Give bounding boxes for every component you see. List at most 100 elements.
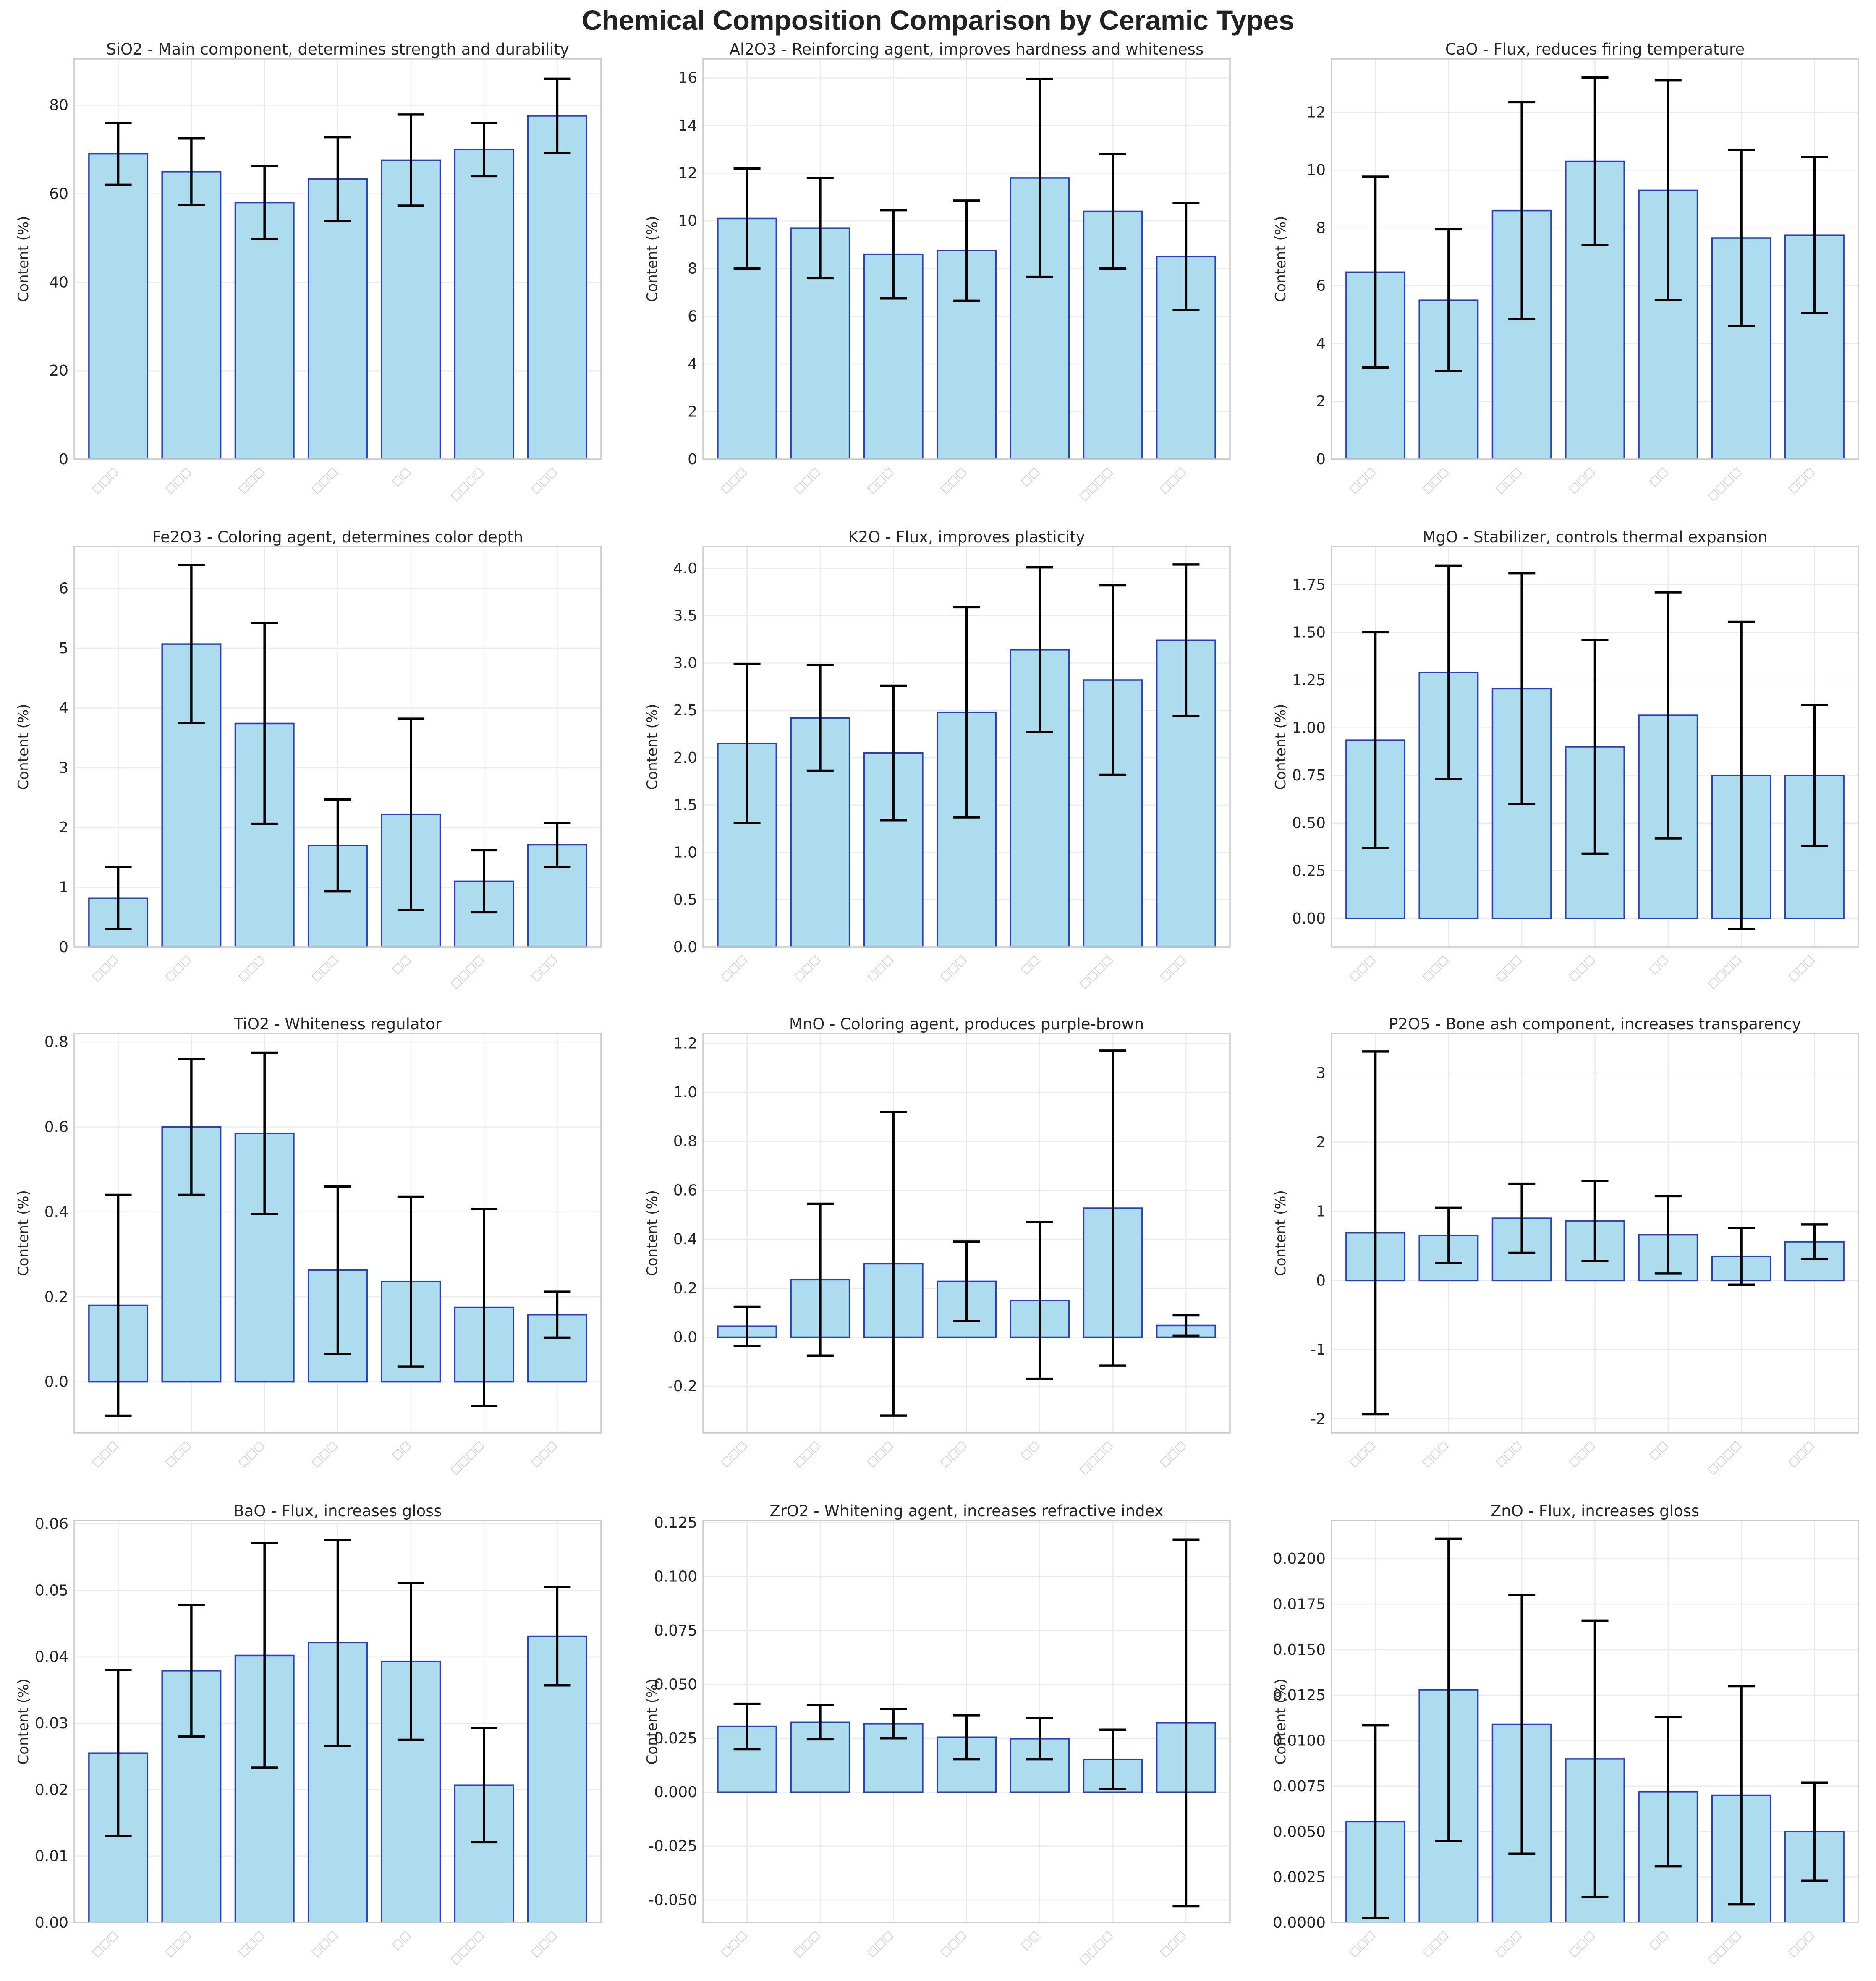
x-tick-label: □□□: [718, 1439, 749, 1469]
error-bar: [1508, 101, 1536, 320]
error-bar: [471, 849, 498, 914]
x-tick-label: □□: [390, 1929, 413, 1952]
x-tick-label: □□□: [1566, 465, 1597, 496]
y-tick-label: 0: [688, 451, 697, 468]
x-tick-label: □□□□: [1077, 1439, 1115, 1477]
bar: [88, 153, 149, 460]
error-bar: [1581, 76, 1609, 247]
x-tick-label: □□□: [792, 953, 822, 984]
error-bar: [1508, 1594, 1536, 1855]
panel-title: SiO2 - Main component, determines streng…: [106, 40, 569, 58]
x-tick-label: □□□: [1786, 1929, 1816, 1959]
x-tick-label: □□□: [529, 1929, 559, 1959]
x-tick-label: □□□: [1420, 1929, 1451, 1959]
error-bar: [1099, 584, 1127, 776]
error-bar: [733, 1305, 761, 1347]
x-tick-label: □□: [1018, 1929, 1042, 1952]
panel-title: TiO2 - Whiteness regulator: [233, 1015, 442, 1033]
error-bar: [806, 1704, 834, 1741]
panel-title: MgO - Stabilizer, controls thermal expan…: [1423, 528, 1768, 546]
y-tick-label: 1.50: [1292, 624, 1326, 641]
y-tick-label: 3: [59, 759, 68, 777]
panel-title: Fe2O3 - Coloring agent, determines color…: [152, 528, 523, 546]
x-tick-label: □□□□: [1705, 953, 1743, 991]
x-tick-label: □□□: [718, 953, 749, 984]
bar: [454, 149, 514, 460]
x-tick-label: □□□□: [448, 953, 486, 991]
error-bar: [806, 664, 834, 772]
error-bar: [1654, 79, 1682, 301]
y-tick-label: 10: [1306, 162, 1326, 179]
y-tick-label: -0.050: [649, 1892, 697, 1909]
error-bar: [953, 1240, 980, 1322]
x-tick-label: □□□: [1420, 953, 1451, 984]
x-tick-label: □□□: [163, 465, 194, 496]
x-tick-label: □□□: [529, 1439, 559, 1469]
error-bar: [1581, 1180, 1609, 1263]
x-tick-label: □□□: [1786, 465, 1816, 496]
y-tick-label: 14: [678, 117, 697, 134]
y-tick-label: 0.03: [35, 1715, 68, 1732]
error-bar: [1654, 1716, 1682, 1868]
error-bar: [1099, 153, 1127, 270]
x-tick-label: □□□□: [1077, 953, 1115, 991]
error-bar: [1728, 1227, 1755, 1286]
y-tick-label: 4.0: [673, 560, 697, 577]
error-bar: [1026, 78, 1053, 278]
y-tick-label: 2.5: [673, 702, 697, 719]
chart-panel-7: 0.00.20.40.60.8□□□ □□□ □□□ □□□ □□ □□□□ □□□TiO2…: [15, 1015, 602, 1476]
y-tick-label: 0.0025: [1273, 1869, 1326, 1886]
error-bar: [1801, 156, 1828, 314]
bar: [234, 202, 295, 460]
error-bar: [1172, 1314, 1200, 1337]
y-tick-label: 0.4: [673, 1231, 697, 1248]
x-tick-label: □□□: [163, 1929, 194, 1959]
plot-frame: [1331, 1520, 1859, 1923]
error-bar: [1728, 1685, 1755, 1906]
y-axis-label: Content (%): [644, 704, 661, 790]
error-bar: [178, 1604, 205, 1738]
x-tick-label: □□: [1647, 1439, 1670, 1462]
x-tick-label: □□□: [1493, 1929, 1524, 1959]
y-tick-label: 1.2: [673, 1035, 697, 1052]
error-bar: [806, 1202, 834, 1357]
x-tick-label: □□□□: [448, 465, 486, 503]
x-tick-label: □□□: [529, 953, 559, 984]
error-bar: [1435, 564, 1462, 780]
x-tick-label: □□□□: [1705, 1439, 1743, 1477]
y-tick-label: 0.4: [44, 1204, 68, 1221]
bar: [161, 171, 222, 460]
error-bar: [1026, 1717, 1053, 1761]
error-bar: [1172, 1538, 1200, 1908]
y-tick-label: 0.0: [673, 939, 697, 956]
y-tick-label: 10: [678, 212, 697, 230]
y-tick-label: 0.050: [654, 1676, 697, 1693]
error-bar: [1172, 563, 1200, 717]
y-tick-label: 0.0125: [1273, 1687, 1326, 1704]
x-tick-label: □□□: [1566, 1929, 1597, 1959]
y-tick-label: 0.0100: [1273, 1732, 1326, 1750]
x-tick-label: □□□□: [448, 1929, 486, 1967]
y-tick-label: 8: [688, 260, 697, 277]
y-tick-label: 2: [1316, 1134, 1326, 1151]
x-tick-label: □□□: [529, 465, 559, 496]
panel-title: P2O5 - Bone ash component, increases tra…: [1389, 1015, 1801, 1033]
x-tick-label: □□□: [792, 1439, 822, 1469]
x-tick-label: □□□: [1347, 465, 1377, 496]
plot-frame: [73, 546, 602, 948]
error-bar: [105, 866, 132, 931]
error-bar: [471, 1727, 498, 1844]
y-tick-label: 0.0: [673, 1329, 697, 1346]
error-bar: [1728, 149, 1755, 327]
error-bar: [880, 684, 907, 822]
plot-frame: [1331, 58, 1859, 460]
x-tick-label: □□□: [309, 953, 340, 984]
y-tick-label: 4: [1316, 335, 1326, 352]
error-bar: [397, 113, 424, 207]
x-tick-label: □□□□: [1705, 1929, 1743, 1967]
error-bar: [953, 606, 980, 819]
x-tick-label: □□□: [938, 1929, 968, 1959]
x-tick-label: □□□: [89, 1929, 120, 1959]
